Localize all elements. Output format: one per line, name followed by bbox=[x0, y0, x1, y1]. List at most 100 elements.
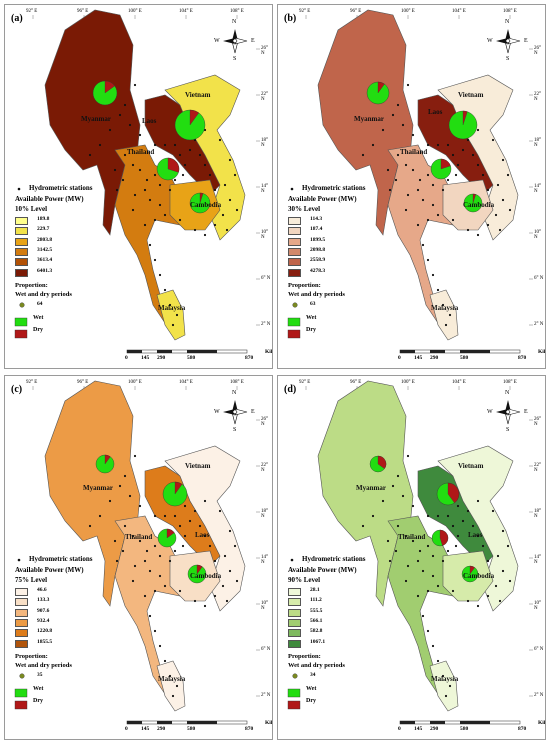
station-point bbox=[133, 83, 137, 87]
station-point bbox=[178, 153, 182, 157]
station-point bbox=[228, 529, 232, 533]
latitude-label: 26° N bbox=[534, 417, 541, 427]
station-point bbox=[148, 614, 152, 618]
legend-swatch bbox=[15, 588, 28, 596]
station-point bbox=[183, 163, 187, 167]
country-label: Cambodia bbox=[190, 201, 222, 209]
country-label: Thailand bbox=[398, 533, 426, 541]
station-point bbox=[476, 499, 480, 503]
legend-dry: Dry bbox=[33, 698, 43, 704]
scale-tick-label: 0 bbox=[398, 726, 401, 732]
station-point bbox=[426, 143, 430, 147]
scale-tick-label: 870 bbox=[518, 726, 527, 732]
latitude-label: 18° N bbox=[534, 509, 541, 519]
legend-level: 10% Level bbox=[15, 205, 48, 213]
station-point bbox=[396, 524, 400, 528]
legend-periods-title: Wet and dry periods bbox=[288, 662, 345, 669]
station-point bbox=[188, 148, 192, 152]
station-point bbox=[175, 313, 179, 317]
station-point bbox=[446, 549, 450, 553]
legend-value: 111.2 bbox=[310, 597, 322, 604]
station-point bbox=[381, 499, 385, 503]
legend-dry: Dry bbox=[306, 327, 316, 333]
station-point bbox=[426, 589, 430, 593]
latitude-label: 22° N bbox=[534, 463, 541, 473]
north-arrow-icon bbox=[223, 29, 248, 54]
legend-swatch bbox=[15, 227, 28, 236]
station-point bbox=[113, 168, 117, 172]
station-point bbox=[491, 509, 495, 513]
scale-tick-label: 580 bbox=[460, 355, 469, 361]
station-point bbox=[228, 158, 232, 162]
scale-tick-label: 0 bbox=[398, 355, 401, 361]
legend-swatch bbox=[15, 268, 28, 277]
station-point bbox=[441, 188, 445, 192]
legend-swatch bbox=[15, 618, 28, 627]
station-point bbox=[361, 524, 365, 528]
station-point bbox=[401, 123, 405, 127]
scale-bar bbox=[399, 720, 521, 725]
station-point bbox=[113, 539, 117, 543]
station-point bbox=[163, 514, 167, 518]
station-point bbox=[396, 474, 400, 478]
station-point bbox=[404, 534, 408, 538]
station-point bbox=[138, 504, 142, 508]
country-label: Malaysia bbox=[158, 304, 186, 312]
station-point bbox=[441, 674, 445, 678]
station-point bbox=[115, 559, 119, 563]
compass-w: W bbox=[487, 38, 493, 44]
station-point bbox=[173, 514, 177, 518]
station-point bbox=[446, 514, 450, 518]
station-point bbox=[391, 113, 395, 117]
station-point bbox=[418, 178, 422, 182]
station-point bbox=[486, 223, 490, 227]
legend-value: 3142.5 bbox=[37, 246, 53, 253]
legend-value: 229.7 bbox=[37, 226, 50, 233]
station-point bbox=[131, 579, 135, 583]
compass-n: N bbox=[505, 19, 510, 25]
legend-power-title: Available Power (MW) bbox=[288, 566, 357, 574]
station-point bbox=[173, 178, 177, 182]
station-point bbox=[498, 228, 502, 232]
latitude-label: 6° N bbox=[534, 276, 544, 281]
station-point bbox=[461, 148, 465, 152]
compass-e: E bbox=[251, 409, 255, 415]
station-point bbox=[501, 198, 505, 202]
station-point bbox=[404, 579, 408, 583]
scale-unit: Kilometers bbox=[538, 349, 546, 355]
station-point bbox=[168, 303, 172, 307]
station-point bbox=[494, 584, 498, 588]
station-point bbox=[396, 153, 400, 157]
country-label: Myanmar bbox=[83, 484, 113, 492]
country-label: Vietnam bbox=[458, 91, 484, 99]
pie-wet-dry bbox=[463, 193, 483, 213]
station-point bbox=[416, 594, 420, 598]
station-point bbox=[371, 514, 375, 518]
latitude-label: 14° N bbox=[261, 184, 268, 194]
station-point bbox=[496, 183, 500, 187]
station-point bbox=[411, 133, 415, 137]
legend-swatch bbox=[15, 258, 28, 267]
longitude-label: 96° E bbox=[350, 380, 362, 385]
map-canvas bbox=[287, 9, 533, 354]
station-point bbox=[431, 574, 435, 578]
station-point bbox=[133, 454, 137, 458]
legend-swatch bbox=[15, 237, 28, 246]
station-point bbox=[421, 198, 425, 202]
legend-stations-title: Hydrometric stations bbox=[29, 184, 93, 192]
country-label: Vietnam bbox=[185, 91, 211, 99]
station-point bbox=[421, 243, 425, 247]
panel-label: (d) bbox=[284, 384, 297, 395]
station-point bbox=[436, 143, 440, 147]
country-label: Thailand bbox=[127, 148, 155, 156]
station-point bbox=[163, 659, 167, 663]
station-point bbox=[153, 544, 157, 548]
panel-label: (a) bbox=[11, 13, 23, 24]
scale-unit: Kilometers bbox=[265, 720, 273, 726]
station-point bbox=[98, 514, 102, 518]
station-point bbox=[223, 554, 227, 558]
latitude-label: 14° N bbox=[534, 184, 541, 194]
station-point bbox=[481, 544, 485, 548]
legend-swatch bbox=[288, 268, 301, 277]
station-point bbox=[225, 599, 229, 603]
